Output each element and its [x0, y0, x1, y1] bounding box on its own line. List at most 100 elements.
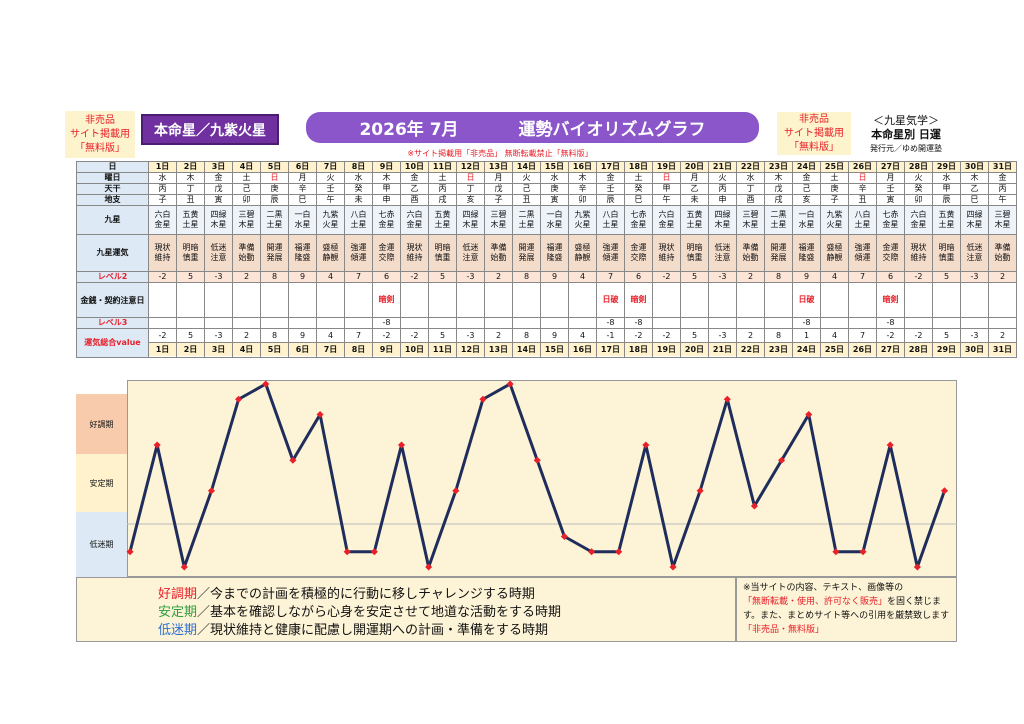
kyusei-part: 木星 [994, 220, 1011, 229]
kyusei-cell: 七赤 金星 [876, 205, 905, 235]
kyusei-part: 四緑 [966, 210, 983, 219]
total-day: 26日 [849, 342, 876, 356]
data-point [723, 395, 731, 403]
total-day: 6日 [289, 342, 316, 356]
kyusei-part: 九紫 [322, 210, 339, 219]
badge-line: 「無料版」 [789, 141, 839, 153]
total-cell: -2 9日 [372, 328, 401, 358]
row-kyusei: 九星 六白 金星 五黄 土星 四緑 木星 三碧 木星 二黒 土星 一白 水星 九紫 火星 八白 土星 七赤 金星 六白… [76, 205, 1017, 235]
kyusei-part: 土星 [686, 220, 703, 229]
total-value: 9 [551, 331, 558, 340]
unki-part: 金運 [378, 243, 395, 252]
data-point [262, 380, 270, 388]
total-day: 25日 [821, 342, 848, 356]
data-point [832, 548, 840, 556]
chishi-cell: 亥 [456, 194, 485, 206]
chishi-cell: 未 [344, 194, 373, 206]
total-day: 8日 [345, 342, 372, 356]
chishi-cell: 亥 [792, 194, 821, 206]
note-red2: 「非売品・無料版」 [743, 625, 825, 635]
unki-cell: 明暗 慎重 [176, 234, 205, 272]
unki-part: 盛極 [574, 243, 591, 252]
kyusei-part: 八白 [854, 210, 871, 219]
unki-part: 現状 [154, 243, 171, 252]
tenkan-cell: 辛 [288, 183, 317, 195]
unki-part: 現状 [658, 243, 675, 252]
kyusei-part: 七赤 [378, 210, 395, 219]
kyusei-cell: 五黄 土星 [176, 205, 205, 235]
kyusei-part: 五黄 [434, 210, 451, 219]
copyright-note: ※当サイトの内容、テキスト、画像等の 「無断転載・使用、許可なく販売」を固く禁じ… [736, 577, 957, 642]
data-point [696, 487, 704, 495]
row-yobi: 曜日水木金土日月火水木金土日月火水木金土日月火水木金土日月火水木金 [76, 172, 1017, 184]
badge-line: 「無料版」 [75, 142, 125, 154]
total-cell: 5 2日 [176, 328, 205, 358]
unki-part: 傾運 [350, 253, 367, 262]
data-point [805, 410, 813, 419]
kyusei-part: 金星 [630, 220, 647, 229]
unki-cell: 福運 隆盛 [540, 234, 569, 272]
kyusei-part: 一白 [546, 210, 563, 219]
total-cell: 9 6日 [288, 328, 317, 358]
kyusei-cell: 二黒 土星 [764, 205, 793, 235]
unki-part: 慎重 [938, 253, 955, 262]
total-cell: -3 3日 [204, 328, 233, 358]
unki-part: 開運 [266, 243, 283, 252]
caution-cell [848, 282, 877, 318]
total-day: 20日 [681, 342, 708, 356]
kyusei-part: 木星 [238, 220, 255, 229]
kyusei-cell: 四緑 木星 [456, 205, 485, 235]
total-value: 2 [243, 331, 250, 340]
unki-part: 維持 [406, 253, 423, 262]
data-point [913, 563, 921, 571]
total-cell: -2 27日 [876, 328, 905, 358]
unki-part: 福運 [546, 243, 563, 252]
chishi-cell: 申 [708, 194, 737, 206]
unki-part: 準備 [994, 243, 1011, 252]
total-value: 7 [355, 331, 362, 340]
kyusei-part: 土星 [938, 220, 955, 229]
data-point [370, 548, 378, 556]
unki-cell: 福運 隆盛 [288, 234, 317, 272]
kyusei-cell: 三碧 木星 [736, 205, 765, 235]
kyusei-part: 木星 [742, 220, 759, 229]
caution-cell [344, 282, 373, 318]
kyusei-part: 火星 [574, 220, 591, 229]
unki-part: 注意 [714, 253, 731, 262]
total-cell: 5 20日 [680, 328, 709, 358]
total-day: 21日 [709, 342, 736, 356]
caution-cell [260, 282, 289, 318]
unki-cell: 強運 傾運 [596, 234, 625, 272]
unki-part: 盛極 [826, 243, 843, 252]
data-point [506, 380, 514, 388]
unki-part: 現状 [406, 243, 423, 252]
unki-part: 維持 [910, 253, 927, 262]
kyusei-part: 木星 [490, 220, 507, 229]
total-cell: -3 12日 [456, 328, 485, 358]
level3-cell: -8 [624, 317, 653, 329]
total-cell: 2 4日 [232, 328, 261, 358]
total-value: -3 [718, 331, 727, 340]
caution-cell [232, 282, 261, 318]
unki-part: 静観 [574, 253, 591, 262]
kyusei-part: 六白 [658, 210, 675, 219]
unki-part: 福運 [798, 243, 815, 252]
unki-cell: 強運 傾運 [344, 234, 373, 272]
unki-part: 明暗 [434, 243, 451, 252]
total-day: 18日 [625, 342, 652, 356]
unki-part: 傾運 [854, 253, 871, 262]
total-value: 5 [943, 331, 950, 340]
honmei-star-label: 本命星／九紫火星 [141, 114, 279, 145]
unki-part: 慎重 [686, 253, 703, 262]
kyusei-part: 一白 [798, 210, 815, 219]
data-point [560, 532, 568, 541]
caution-cell [316, 282, 345, 318]
data-point [778, 456, 786, 464]
caution-cell [288, 282, 317, 318]
data-point [642, 441, 650, 449]
caution-cell [568, 282, 597, 318]
total-cell: 4 25日 [820, 328, 849, 358]
kyusei-cell: 五黄 土星 [428, 205, 457, 235]
total-value: -1 [606, 331, 615, 340]
